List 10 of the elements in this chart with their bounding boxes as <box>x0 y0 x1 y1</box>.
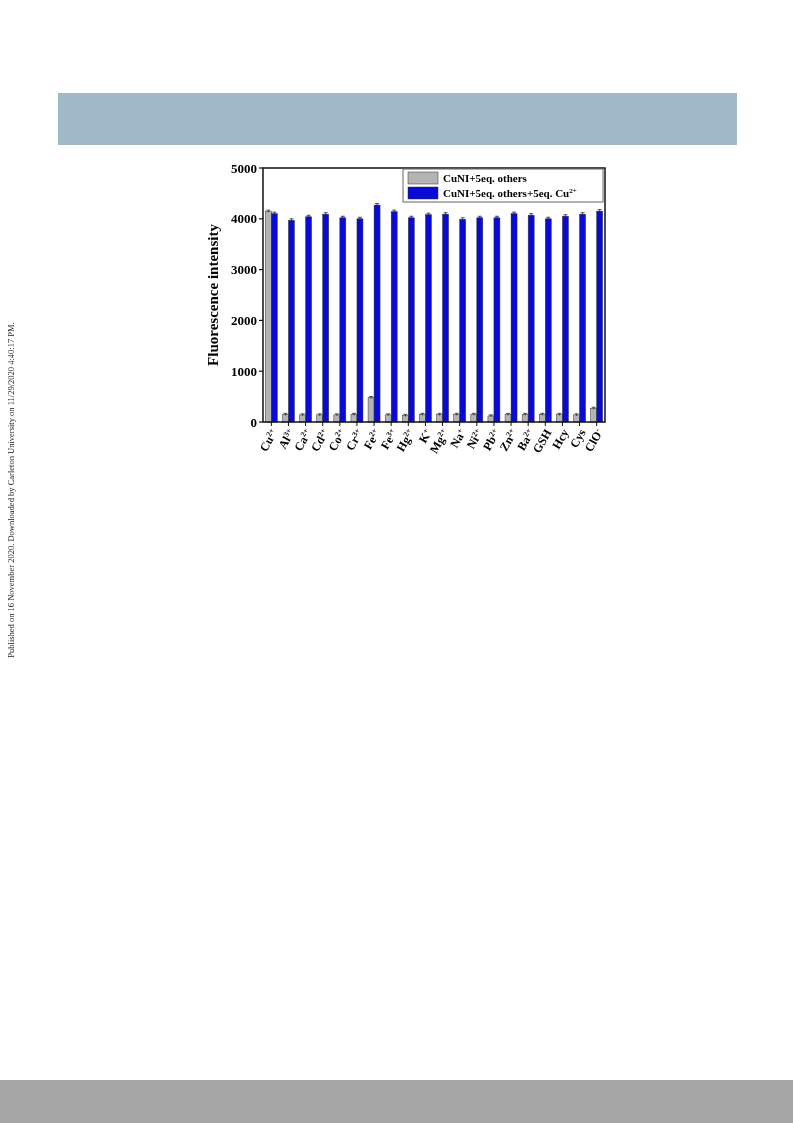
text: Published on 16 November 2020. Downloaded by Carleton University on 11/29/2020 4:40:17 PM. <box>6 322 16 658</box>
y-tick-label: 1000 <box>231 363 257 379</box>
y-tick-label: 2000 <box>231 312 257 328</box>
y-tick-label: 0 <box>250 414 257 430</box>
legend-label: CuNI+5eq. others+5eq. Cu$^{2+}$ <box>443 186 577 199</box>
legend-label: CuNI+5eq. others <box>443 171 528 184</box>
y-tick-label: 5000 <box>231 160 257 176</box>
y-tick-label: 4000 <box>231 211 257 227</box>
y-tick-label: 3000 <box>231 262 257 278</box>
y-axis-title: Fluorescence intensity <box>205 223 221 366</box>
